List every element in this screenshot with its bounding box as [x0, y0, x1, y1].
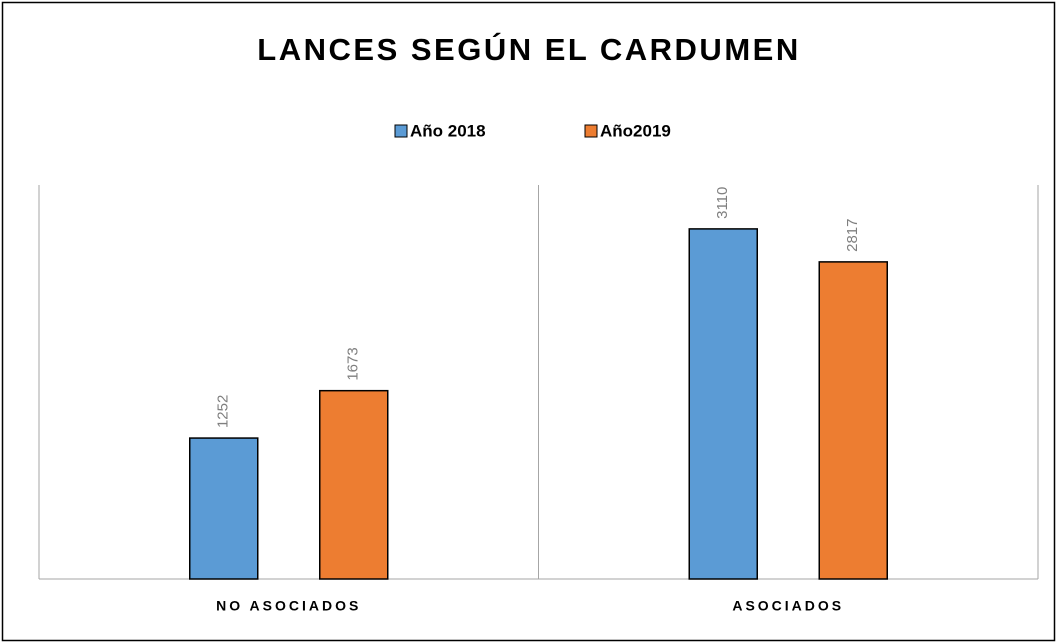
- bar: [319, 389, 389, 580]
- bar: [189, 437, 259, 580]
- bar: [688, 228, 758, 580]
- chart-title: LANCES SEGÚN EL CARDUMEN: [257, 31, 800, 67]
- legend-swatch: [394, 124, 408, 138]
- value-label: 3110: [714, 187, 731, 219]
- bar: [818, 261, 888, 580]
- x-tick-label: ASOCIADOS: [732, 598, 844, 614]
- legend-swatch: [584, 124, 598, 138]
- value-label: 1673: [345, 347, 362, 380]
- value-label: 1252: [215, 395, 232, 428]
- x-tick-label: NO ASOCIADOS: [216, 598, 361, 614]
- legend-label: Año 2018: [410, 121, 486, 140]
- value-label: 2817: [844, 219, 861, 252]
- legend-label: Año2019: [600, 121, 671, 140]
